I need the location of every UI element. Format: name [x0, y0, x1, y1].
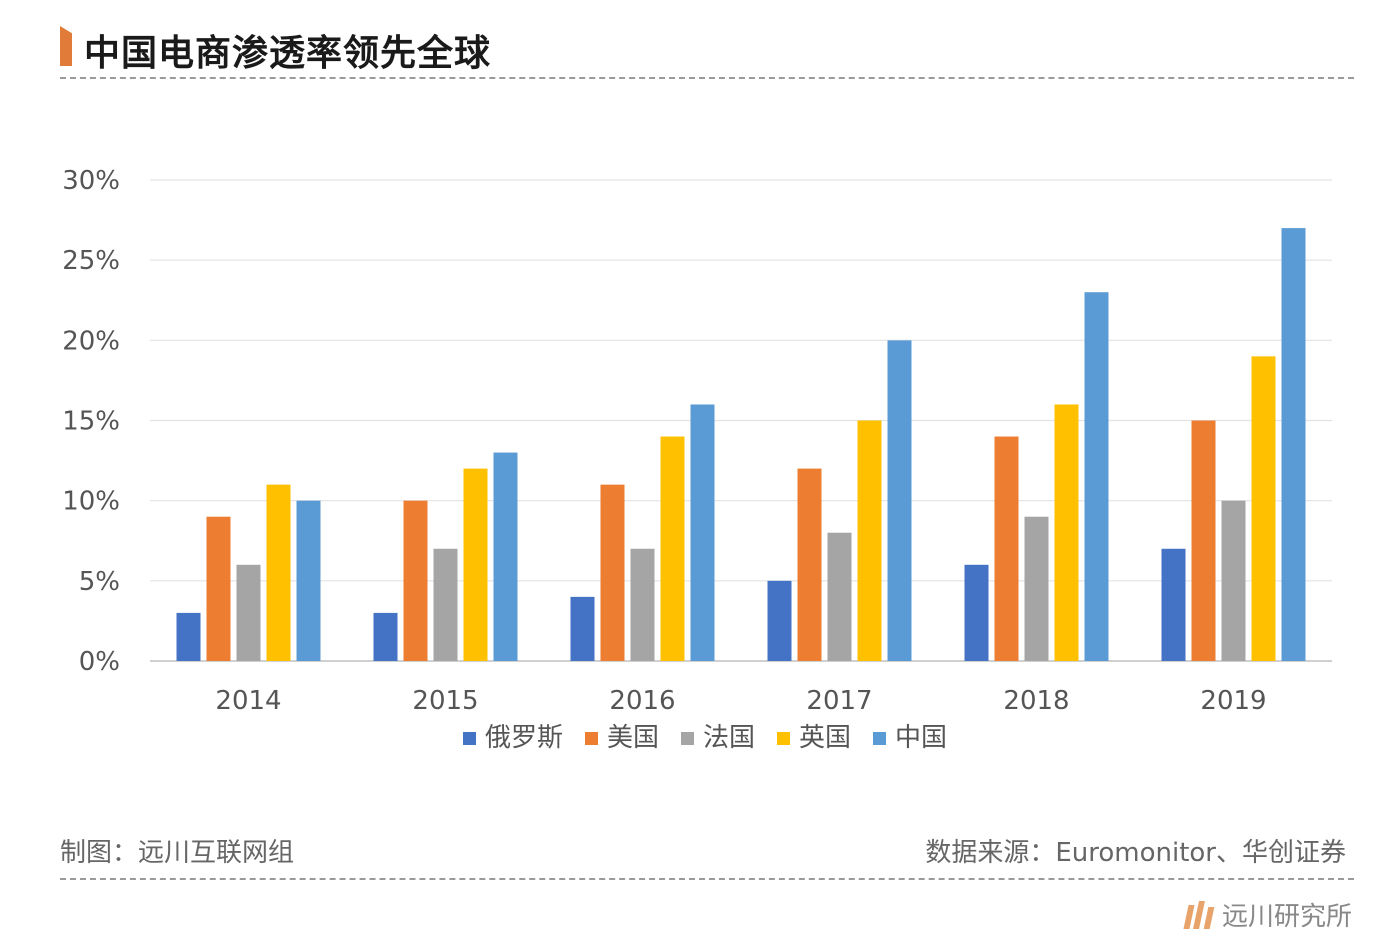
x-tick-label: 2018 [1003, 686, 1069, 716]
legend-label: 美国 [607, 723, 659, 753]
bar [887, 340, 912, 661]
bar [630, 548, 655, 661]
x-tick-label: 2019 [1200, 686, 1266, 716]
bar [827, 532, 852, 661]
footer-divider [60, 878, 1354, 880]
brand: 远川研究所 [1183, 896, 1352, 933]
x-tick-label: 2016 [609, 686, 675, 716]
legend-swatch [681, 732, 694, 745]
data-source: 数据来源：Euromonitor、华创证券 [925, 838, 1346, 868]
chart-credit: 制图：远川互联网组 [60, 838, 295, 868]
legend-label: 中国 [895, 723, 947, 753]
legend-label: 俄罗斯 [485, 723, 563, 753]
bar [994, 436, 1019, 661]
bar [1161, 548, 1186, 661]
y-tick-label: 20% [62, 326, 120, 356]
bar [1221, 500, 1246, 661]
legend-swatch [585, 732, 598, 745]
legend-swatch [463, 732, 476, 745]
x-tick-label: 2014 [215, 686, 281, 716]
bar [1191, 420, 1216, 661]
title-accent-bar [60, 26, 72, 66]
bar [373, 612, 398, 661]
bar [1281, 228, 1306, 661]
bar [964, 564, 989, 661]
y-tick-label: 5% [79, 567, 120, 597]
bar [493, 452, 518, 661]
bar [797, 468, 822, 661]
header-divider [60, 77, 1354, 79]
bar [857, 420, 882, 661]
bar [296, 500, 321, 661]
bar [690, 404, 715, 661]
bar [1084, 292, 1109, 661]
x-tick-label: 2017 [806, 686, 872, 716]
y-tick-label: 10% [62, 487, 120, 517]
bar [600, 484, 625, 661]
bar [266, 484, 291, 661]
legend-swatch [777, 732, 790, 745]
bar [1251, 356, 1276, 661]
legend-label: 英国 [799, 723, 851, 753]
bar [463, 468, 488, 661]
y-tick-label: 25% [62, 246, 120, 276]
legend-swatch [873, 732, 886, 745]
brand-logo-icon [1183, 900, 1215, 929]
legend-label: 法国 [703, 723, 755, 753]
bar [176, 612, 201, 661]
y-tick-label: 30% [62, 166, 120, 196]
y-tick-label: 15% [62, 407, 120, 437]
bar [403, 500, 428, 661]
y-tick-label: 0% [79, 647, 120, 677]
bar [433, 548, 458, 661]
bar [1024, 516, 1049, 661]
bar [236, 564, 261, 661]
chart: 0% 5% 10% 15% 20% 25% 30% 2014 2015 2016 2017 2018 2… [62, 166, 1332, 753]
bar [660, 436, 685, 661]
brand-name: 远川研究所 [1221, 902, 1352, 932]
x-tick-label: 2015 [412, 686, 478, 716]
bar [1054, 404, 1079, 661]
page-title: 中国电商渗透率领先全球 [84, 33, 492, 74]
bar [767, 580, 792, 661]
bar [570, 596, 595, 661]
bar [206, 516, 231, 661]
